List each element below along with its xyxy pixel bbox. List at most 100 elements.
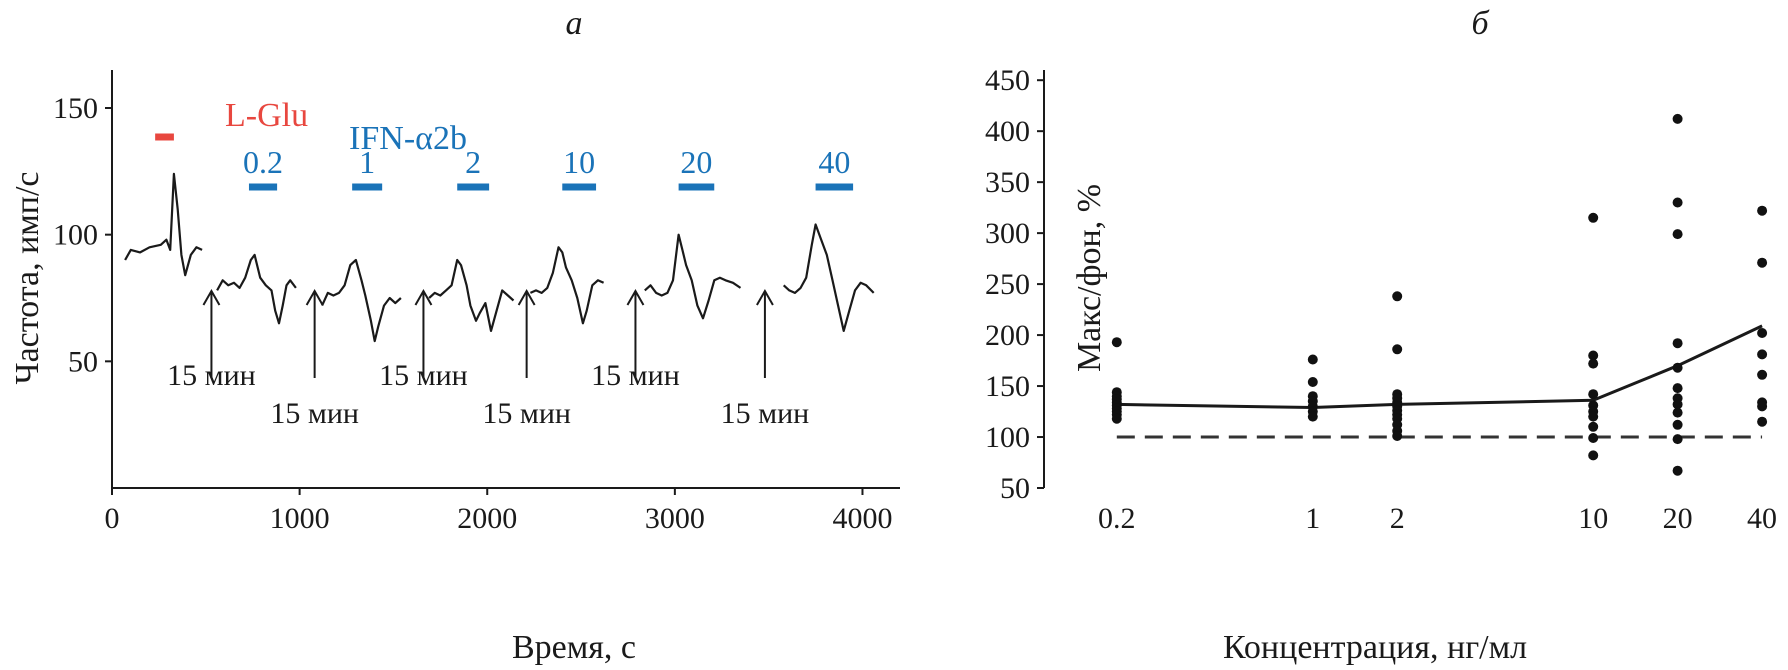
interval-label: 15 мин (167, 359, 256, 392)
chart-b-x-tick-label: 10 (1578, 502, 1608, 535)
data-point (1757, 401, 1768, 412)
chart-a-trace-segment-5 (529, 246, 605, 325)
data-point (1111, 413, 1122, 424)
data-point (1307, 377, 1318, 387)
chart-a-y-tick-label: 150 (53, 92, 98, 125)
chart-a-trace-segment-3 (321, 258, 402, 343)
chart-a-x-tick-label: 2000 (457, 502, 517, 535)
chart-b-lines (1116, 324, 1763, 439)
chart-a-arrows: 15 мин 15 мин 15 мин 15 мин 15 мин 15 мин (167, 288, 810, 430)
data-point (1757, 349, 1768, 360)
chart-b-y-tick-label: 450 (985, 64, 1030, 97)
data-point (1672, 419, 1683, 430)
interval-label: 15 мин (482, 397, 571, 430)
interval-arrowhead (305, 288, 324, 306)
data-point (1588, 433, 1599, 443)
data-point (1672, 338, 1683, 349)
treatment-label: IFN-α2b (349, 120, 467, 157)
dose-label: 0.2 (243, 144, 283, 180)
data-point (1588, 350, 1599, 361)
interval-label: 15 мин (270, 397, 359, 430)
interval-label: 15 мин (721, 397, 810, 430)
chart-b-x-tick-label: 20 (1663, 502, 1693, 535)
panel-label-b: б (1471, 5, 1490, 42)
data-point (1757, 369, 1768, 380)
chart-b-y-tick-label: 100 (985, 421, 1030, 454)
stimulus-label: L-Glu (225, 97, 308, 134)
data-point (1757, 328, 1768, 338)
chart-a-trace-segment-4 (428, 258, 515, 332)
panel-label-a: а (566, 5, 583, 42)
chart-b-y-tick-label: 250 (985, 268, 1030, 301)
interval-arrowhead (756, 288, 774, 306)
data-point (1672, 399, 1683, 410)
chart-a-trace-segment-6 (644, 233, 742, 320)
data-point (1588, 389, 1599, 400)
chart-a-y-tick-label: 100 (53, 219, 98, 252)
chart-b-x-tick-label: 1 (1305, 502, 1320, 535)
data-point (1757, 416, 1768, 427)
chart-a: 0 1000 2000 3000 4000 50 100 150 0.2 1 2 10 20 40 15… (9, 70, 900, 666)
chart-a-x-tick-label: 1000 (270, 502, 330, 535)
data-point (1111, 337, 1122, 348)
chart-b-y-tick-label: 50 (1000, 472, 1030, 505)
data-point (1672, 434, 1683, 445)
interval-label: 15 мин (591, 359, 680, 392)
data-point (1392, 291, 1403, 302)
data-point (1757, 205, 1768, 216)
chart-b-points (1111, 113, 1768, 476)
chart-b-ticks: 50 100 150 200 250 300 350 400 450 0.2 1 2 10 20 40 (985, 64, 1777, 535)
chart-a-x-tick-label: 4000 (832, 502, 892, 535)
chart-a-ylabel: Частота, имп/с (9, 171, 46, 384)
data-point (1307, 411, 1318, 422)
data-point (1588, 212, 1599, 223)
dose-label: 40 (818, 144, 850, 180)
dose-label: 2 (465, 144, 481, 180)
chart-a-trace-segment-7 (782, 223, 875, 332)
data-point (1672, 465, 1683, 476)
data-point (1588, 358, 1599, 369)
data-point (1672, 229, 1683, 240)
data-point (1672, 407, 1683, 418)
chart-a-xlabel: Время, с (512, 629, 636, 666)
chart-a-x-tick-label: 0 (105, 502, 120, 535)
chart-a-trace-segment-1 (124, 172, 203, 277)
chart-a-x-tick-label: 3000 (645, 502, 705, 535)
data-point (1307, 354, 1318, 365)
chart-b: 50 100 150 200 250 300 350 400 450 0.2 1 2 10 20 40 Ко… (985, 64, 1777, 666)
interval-label: 15 мин (379, 359, 468, 392)
chart-b-y-tick-label: 150 (985, 370, 1030, 403)
chart-a-trace-segment-2 (216, 253, 297, 325)
chart-b-y-tick-label: 350 (985, 166, 1030, 199)
chart-b-y-tick-label: 300 (985, 217, 1030, 250)
chart-b-x-tick-label: 2 (1390, 502, 1405, 535)
dose-label: 1 (359, 144, 375, 180)
data-point (1392, 344, 1403, 355)
dose-label: 10 (563, 144, 595, 180)
data-point (1757, 257, 1768, 268)
data-point (1588, 421, 1599, 432)
chart-a-ticks: 0 1000 2000 3000 4000 50 100 150 (53, 92, 892, 535)
data-point (1588, 411, 1599, 422)
data-point (1672, 362, 1683, 373)
chart-b-ylabel: Макс/фон, % (1071, 184, 1108, 372)
chart-b-x-tick-label: 0.2 (1098, 502, 1136, 535)
data-point (1392, 431, 1403, 441)
data-point (1588, 450, 1599, 461)
chart-b-y-tick-label: 200 (985, 319, 1030, 352)
interval-arrowhead (517, 288, 536, 306)
chart-b-xlabel: Концентрация, нг/мл (1223, 629, 1527, 666)
fit-line (1116, 324, 1763, 410)
chart-a-axes (111, 70, 900, 489)
chart-a-traces (124, 172, 875, 343)
interval-arrowhead (626, 288, 645, 306)
dose-label: 20 (680, 144, 712, 180)
chart-a-y-tick-label: 50 (68, 345, 98, 378)
data-point (1672, 383, 1683, 394)
data-point (1672, 197, 1683, 208)
interval-arrowhead (202, 288, 221, 306)
chart-b-y-tick-label: 400 (985, 115, 1030, 148)
interval-arrowhead (414, 288, 433, 306)
chart-a-bars: 0.2 1 2 10 20 40 (155, 133, 854, 191)
